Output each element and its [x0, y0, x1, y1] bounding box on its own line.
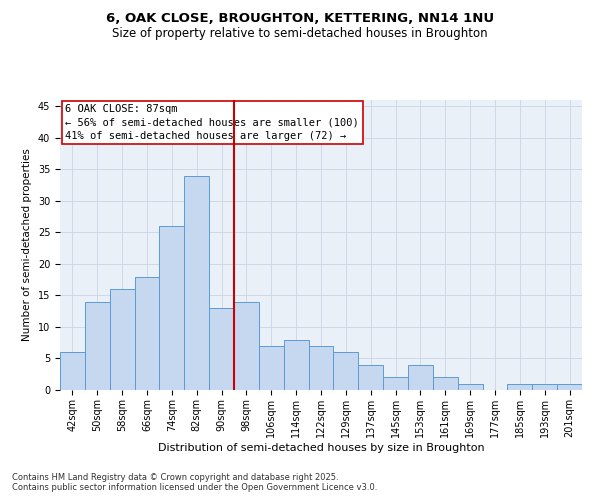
Bar: [284, 340, 308, 390]
Bar: [308, 346, 334, 390]
Text: Size of property relative to semi-detached houses in Broughton: Size of property relative to semi-detach…: [112, 28, 488, 40]
Bar: [234, 302, 259, 390]
Bar: [358, 365, 383, 390]
Bar: [557, 384, 582, 390]
Bar: [160, 226, 184, 390]
Bar: [408, 365, 433, 390]
Text: 6 OAK CLOSE: 87sqm
← 56% of semi-detached houses are smaller (100)
41% of semi-d: 6 OAK CLOSE: 87sqm ← 56% of semi-detache…: [65, 104, 359, 141]
Bar: [383, 378, 408, 390]
Bar: [334, 352, 358, 390]
Bar: [259, 346, 284, 390]
X-axis label: Distribution of semi-detached houses by size in Broughton: Distribution of semi-detached houses by …: [158, 442, 484, 452]
Bar: [508, 384, 532, 390]
Bar: [184, 176, 209, 390]
Text: Contains HM Land Registry data © Crown copyright and database right 2025.
Contai: Contains HM Land Registry data © Crown c…: [12, 473, 377, 492]
Bar: [458, 384, 482, 390]
Bar: [110, 289, 134, 390]
Y-axis label: Number of semi-detached properties: Number of semi-detached properties: [22, 148, 32, 342]
Text: 6, OAK CLOSE, BROUGHTON, KETTERING, NN14 1NU: 6, OAK CLOSE, BROUGHTON, KETTERING, NN14…: [106, 12, 494, 26]
Bar: [85, 302, 110, 390]
Bar: [60, 352, 85, 390]
Bar: [433, 378, 458, 390]
Bar: [209, 308, 234, 390]
Bar: [134, 276, 160, 390]
Bar: [532, 384, 557, 390]
